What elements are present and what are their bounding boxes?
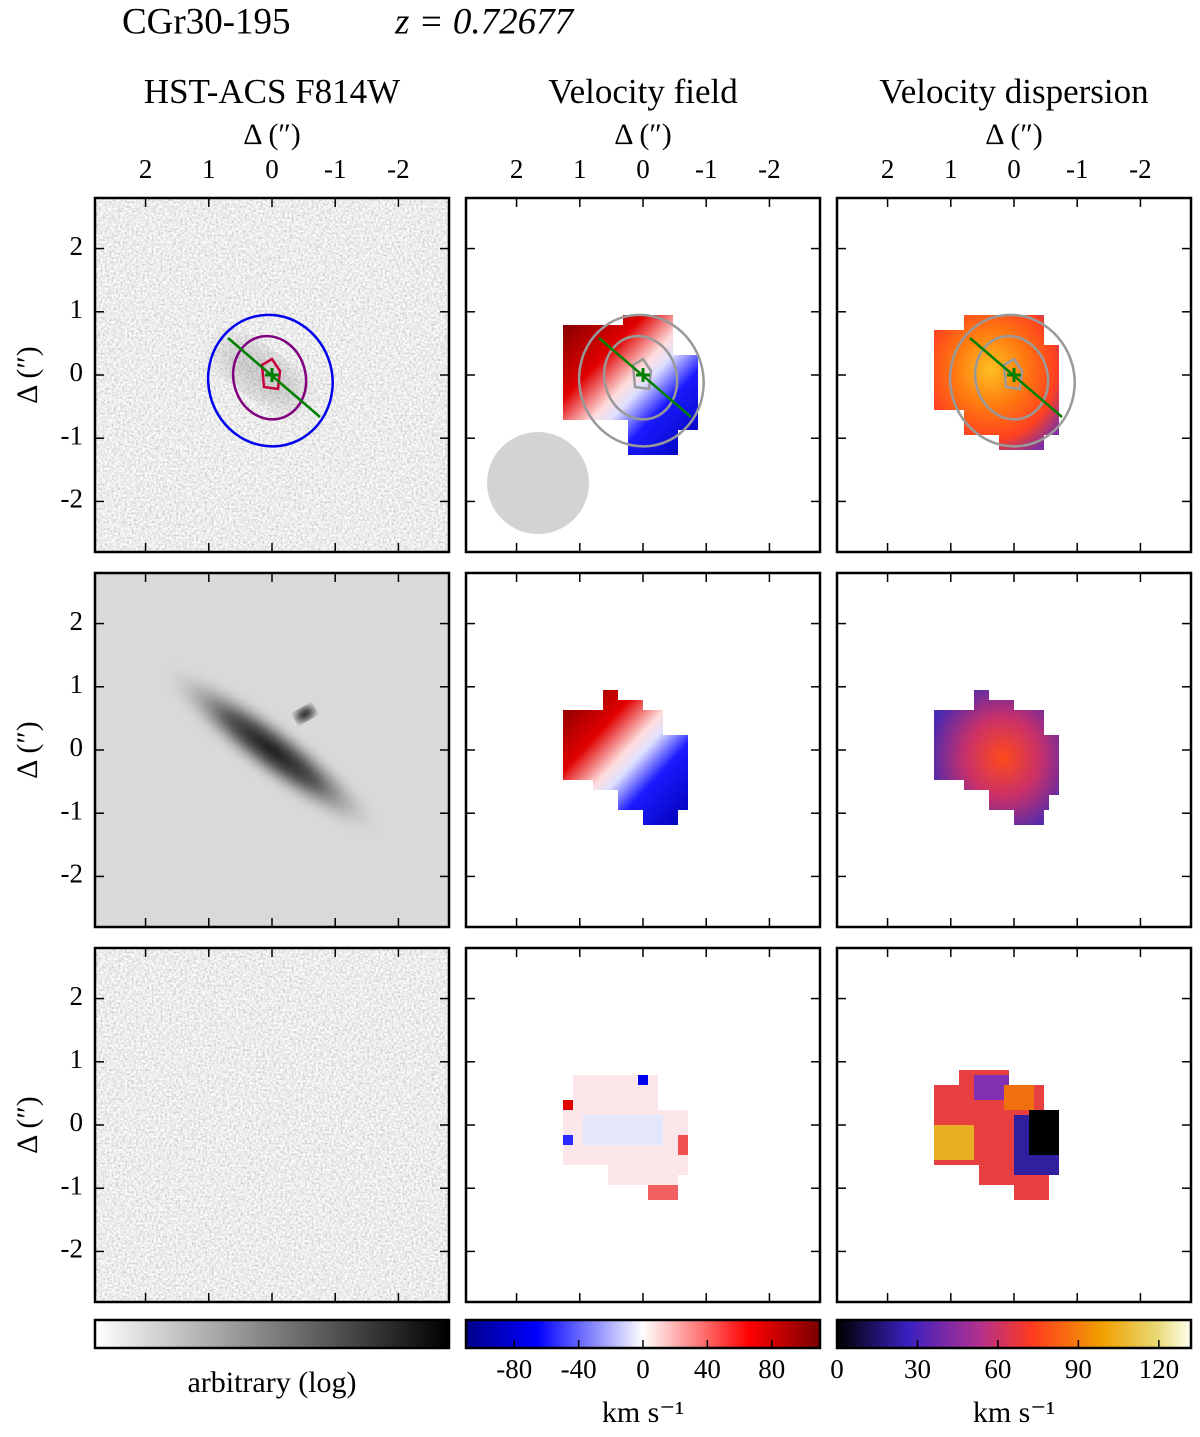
colorbar-label: arbitrary (log) bbox=[187, 1366, 356, 1399]
x-tick-label: 2 bbox=[881, 154, 895, 184]
y-axis-label: Δ (″) bbox=[11, 721, 44, 779]
y-tick-label: 2 bbox=[70, 606, 84, 636]
colorbar-label: km s⁻¹ bbox=[973, 1396, 1055, 1429]
y-tick-label: 1 bbox=[70, 669, 84, 699]
y-tick-label: -1 bbox=[61, 420, 84, 450]
colorbar-tick-label: 0 bbox=[636, 1354, 650, 1384]
x-tick-label: 0 bbox=[636, 154, 650, 184]
y-tick-label: 1 bbox=[70, 294, 84, 324]
y-tick-label: -1 bbox=[61, 795, 84, 825]
x-tick-label: 0 bbox=[265, 154, 279, 184]
y-tick-label: 2 bbox=[70, 231, 84, 261]
residual-image bbox=[95, 948, 449, 1302]
colorbar-tick-label: 120 bbox=[1139, 1354, 1180, 1384]
x-tick-label: 1 bbox=[573, 154, 587, 184]
x-axis-label: Δ (″) bbox=[243, 118, 301, 151]
x-tick-label: 1 bbox=[202, 154, 216, 184]
redshift: z = 0.72677 bbox=[394, 1, 575, 42]
colorbar-tick-label: 60 bbox=[984, 1354, 1011, 1384]
y-axis-label: Δ (″) bbox=[11, 346, 44, 404]
column-title: HST-ACS F814W bbox=[144, 72, 400, 111]
hst-image bbox=[95, 198, 449, 552]
dispersion-model bbox=[934, 690, 1059, 825]
velocity-model bbox=[563, 690, 688, 825]
x-tick-label: 2 bbox=[510, 154, 524, 184]
colorbar-tick-label: 30 bbox=[904, 1354, 931, 1384]
column-title: Velocity field bbox=[548, 72, 738, 111]
title: CGr30-195 bbox=[122, 1, 291, 42]
colorbar bbox=[835, 1318, 1193, 1350]
x-tick-label: -1 bbox=[695, 154, 718, 184]
y-tick-label: 1 bbox=[70, 1044, 84, 1074]
y-axis-label: Δ (″) bbox=[11, 1096, 44, 1154]
colorbar-tick-label: 40 bbox=[694, 1354, 721, 1384]
colorbar-tick-label: 90 bbox=[1065, 1354, 1092, 1384]
x-tick-label: -1 bbox=[324, 154, 347, 184]
y-tick-label: 0 bbox=[70, 1107, 84, 1137]
x-tick-label: 1 bbox=[944, 154, 958, 184]
colorbar-tick-label: -80 bbox=[496, 1354, 532, 1384]
dispersion-residual bbox=[934, 1070, 1059, 1200]
x-tick-label: -2 bbox=[758, 154, 781, 184]
y-tick-label: -1 bbox=[61, 1170, 84, 1200]
x-tick-label: 2 bbox=[139, 154, 153, 184]
x-tick-label: -2 bbox=[1129, 154, 1152, 184]
x-tick-label: -1 bbox=[1066, 154, 1089, 184]
y-tick-label: 0 bbox=[70, 732, 84, 762]
x-tick-label: -2 bbox=[387, 154, 410, 184]
velocity-residual bbox=[563, 1075, 688, 1200]
y-tick-label: 0 bbox=[70, 357, 84, 387]
x-axis-label: Δ (″) bbox=[614, 118, 672, 151]
colorbar-label: km s⁻¹ bbox=[602, 1396, 684, 1429]
colorbar bbox=[93, 1318, 451, 1350]
y-tick-label: 2 bbox=[70, 981, 84, 1011]
colorbar-tick-label: 80 bbox=[758, 1354, 785, 1384]
colorbar-tick-label: 0 bbox=[830, 1354, 844, 1384]
dispersion-map bbox=[934, 313, 1076, 450]
colorbar-tick-label: -40 bbox=[561, 1354, 597, 1384]
column-title: Velocity dispersion bbox=[879, 72, 1148, 111]
y-tick-label: -2 bbox=[61, 484, 84, 514]
model-image bbox=[95, 573, 449, 927]
x-tick-label: 0 bbox=[1007, 154, 1021, 184]
y-tick-label: -2 bbox=[61, 1234, 84, 1264]
velocity-map bbox=[487, 313, 705, 534]
y-tick-label: -2 bbox=[61, 859, 84, 889]
x-axis-label: Δ (″) bbox=[985, 118, 1043, 151]
